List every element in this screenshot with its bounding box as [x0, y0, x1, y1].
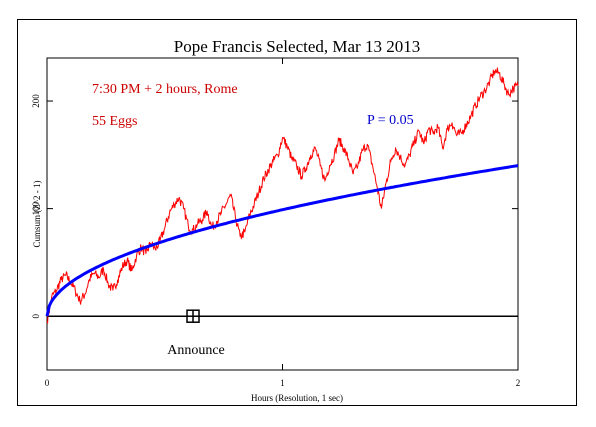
p05-envelope-line	[45, 164, 519, 317]
probability-label: P = 0.05	[367, 113, 414, 128]
chart-frame	[17, 19, 577, 406]
plot-area	[46, 57, 519, 371]
y-tick-label: 100	[31, 201, 41, 215]
x-tick-label: 0	[45, 378, 50, 388]
event-label: Announce	[167, 343, 225, 358]
eggs-label: 55 Eggs	[92, 114, 138, 129]
x-tick-label: 2	[516, 378, 521, 388]
axis-ticks: 0 1 2 0 100 200	[31, 58, 520, 388]
y-axis-label: Cumsum (Z^2 - 1)	[32, 181, 42, 248]
y-tick-label: 0	[31, 313, 41, 318]
event-marker	[186, 309, 200, 323]
cumsum-series-line	[46, 67, 519, 324]
y-tick-label: 200	[31, 94, 41, 108]
x-axis-label: Hours (Resolution, 1 sec)	[251, 393, 343, 403]
x-tick-label: 1	[280, 378, 285, 388]
chart-title: Pope Francis Selected, Mar 13 2013	[174, 37, 420, 56]
time-window-label: 7:30 PM + 2 hours, Rome	[92, 82, 238, 97]
